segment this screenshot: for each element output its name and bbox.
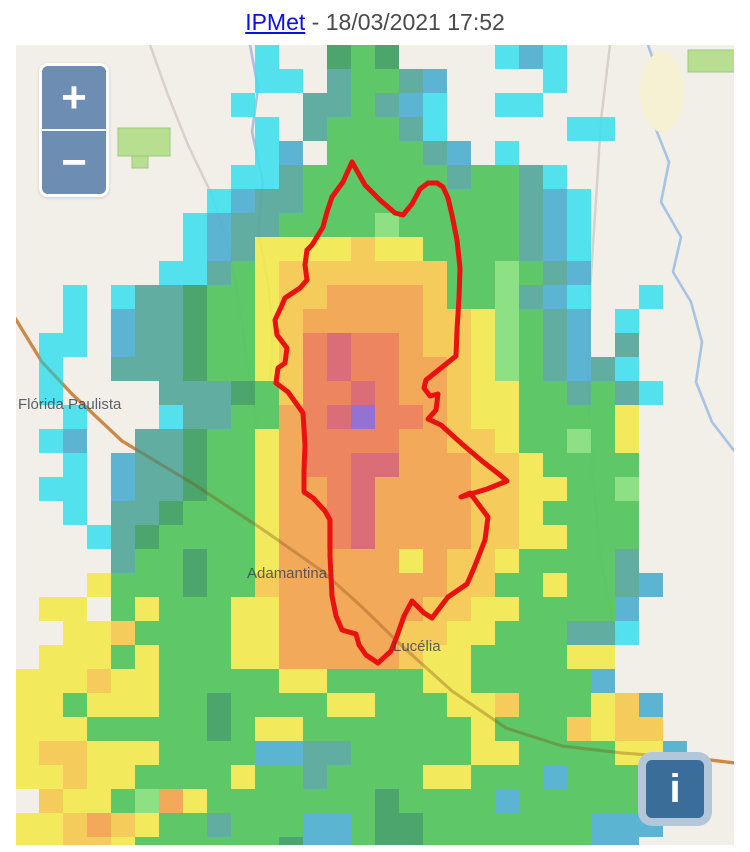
header-bar: IPMet - 18/03/2021 17:52 [0,0,750,45]
storm-warning-polygon [272,159,510,666]
map-label: Lucélia [393,638,441,655]
radar-overlay [16,45,687,845]
highway-through-radar [16,317,734,765]
datetime-text: 18/03/2021 17:52 [325,9,505,35]
zoom-out-button[interactable]: − [42,131,106,194]
info-icon: i [669,767,681,811]
map-label: Adamantina [247,565,328,582]
header-separator: - [305,9,326,35]
map-canvas[interactable]: Flórida Paulista Adamantina Lucélia + − i [16,45,734,845]
info-button[interactable]: i [638,752,712,826]
green-area [117,127,171,157]
radar-map-image: Flórida Paulista Adamantina Lucélia [16,45,734,845]
plus-icon: + [61,72,87,122]
map-label: Flórida Paulista [18,396,122,413]
zoom-in-button[interactable]: + [42,66,106,129]
green-area [131,155,149,169]
pale-area [640,52,684,132]
zoom-control: + − [39,63,109,197]
minus-icon: − [61,137,87,187]
green-area [687,49,734,73]
ipmet-link[interactable]: IPMet [245,9,306,35]
